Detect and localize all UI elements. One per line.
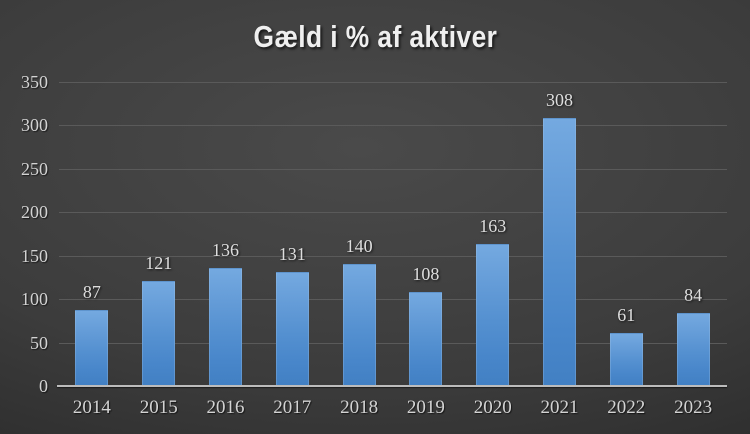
y-axis-tick-label: 350 <box>21 72 48 92</box>
chart-title-text: Gæld i % af aktiver <box>253 19 497 54</box>
bar-2022 <box>609 333 643 386</box>
x-axis-tick-label: 2023 <box>674 397 713 418</box>
gridline-50 <box>58 342 727 344</box>
bar-2016 <box>209 267 242 386</box>
gridline-150 <box>58 255 727 257</box>
bar-2014 <box>75 310 109 386</box>
bar-value-label: 84 <box>684 285 703 306</box>
bar-2018 <box>342 264 376 386</box>
x-axis-tick-label: 2015 <box>139 397 178 418</box>
bar-2017 <box>275 272 309 386</box>
x-axis-tick-label: 2016 <box>206 397 245 418</box>
y-axis-tick-label: 150 <box>21 245 48 266</box>
bar-value-label: 308 <box>546 90 573 111</box>
gridline-100 <box>58 299 727 301</box>
x-axis-tick-label: 2021 <box>540 397 579 418</box>
x-axis-tick-label: 2020 <box>473 397 512 418</box>
gridline-350 <box>58 82 727 83</box>
bar-value-label: 121 <box>145 252 173 273</box>
y-axis-tick-label: 100 <box>21 289 48 310</box>
bar-2019 <box>409 292 443 386</box>
bar-2023 <box>676 313 710 386</box>
x-axis-line <box>56 385 727 387</box>
bar-value-label: 140 <box>345 236 373 257</box>
gridline-300 <box>58 125 727 127</box>
y-axis-tick-label: 250 <box>21 158 48 179</box>
y-axis-tick-label: 50 <box>30 332 48 353</box>
bar-value-label: 108 <box>412 264 440 285</box>
x-axis-tick-label: 2018 <box>340 397 379 418</box>
bar-value-label: 163 <box>479 216 507 237</box>
x-axis-tick-label: 2014 <box>72 397 111 418</box>
x-axis-tick-label: 2022 <box>607 397 646 418</box>
x-axis-tick-label: 2017 <box>273 397 312 418</box>
gridline-250 <box>58 168 727 170</box>
y-axis-tick-label: 300 <box>21 115 48 136</box>
bar-2015 <box>142 280 176 386</box>
x-axis-tick-label: 2019 <box>406 397 445 418</box>
bar-value-label: 131 <box>278 244 306 265</box>
bar-value-label: 136 <box>212 239 239 260</box>
chart-title: Gæld i % af aktiver <box>0 14 750 60</box>
bar-2021 <box>543 118 576 386</box>
bar-value-label: 87 <box>82 282 101 303</box>
y-axis-tick-label: 200 <box>21 202 48 223</box>
bar-value-label: 61 <box>617 305 636 326</box>
y-axis-tick-label: 0 <box>39 376 48 396</box>
bar-2020 <box>476 244 510 386</box>
gridline-200 <box>58 212 727 214</box>
